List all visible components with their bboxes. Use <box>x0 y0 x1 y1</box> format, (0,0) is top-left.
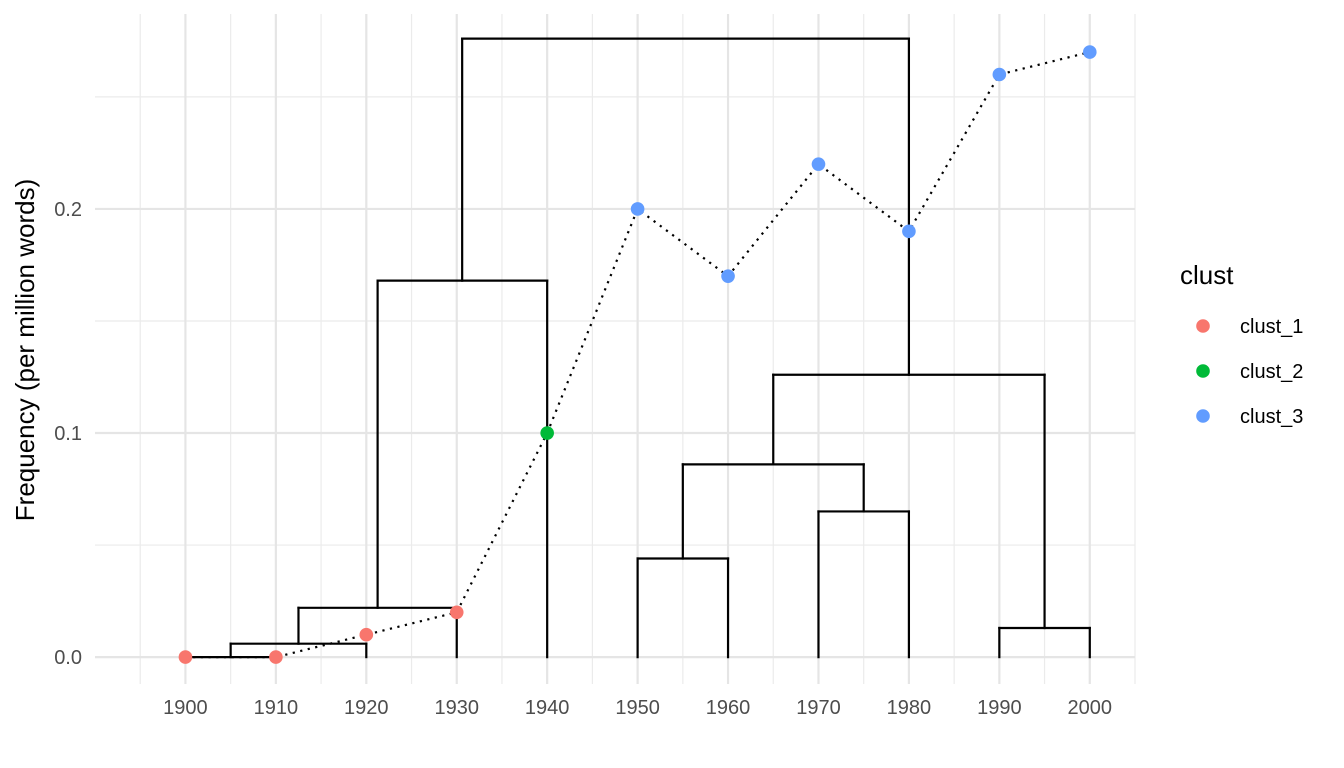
x-tick-label: 1990 <box>977 697 1022 719</box>
data-point-clust_3 <box>630 202 645 216</box>
y-tick-label: 0.0 <box>54 647 82 669</box>
legend-key-clust_3 <box>1196 409 1210 423</box>
x-tick-label: 1900 <box>163 697 208 719</box>
data-point-clust_3 <box>992 67 1007 82</box>
x-tick-label: 1980 <box>887 697 932 719</box>
data-points <box>178 45 1097 664</box>
grid-minor <box>95 14 1136 684</box>
data-point-clust_3 <box>721 269 735 283</box>
data-point-clust_1 <box>359 627 374 642</box>
legend-key-clust_1 <box>1196 319 1210 333</box>
y-axis-title: Frequency (per million words) <box>10 179 40 521</box>
data-point-clust_3 <box>1082 45 1097 59</box>
legend-label: clust_2 <box>1240 361 1303 383</box>
legend-label: clust_1 <box>1240 316 1303 338</box>
data-point-clust_1 <box>178 650 193 664</box>
x-tick-label: 1960 <box>706 697 751 719</box>
dendrogram <box>184 37 1091 659</box>
x-tick-label: 1910 <box>254 697 299 719</box>
data-point-clust_3 <box>811 157 826 171</box>
connector-line <box>185 51 1091 659</box>
x-tick-label: 1970 <box>796 697 841 719</box>
x-axis-tick-labels: 1900 1910 1920 1930 1940 1950 1960 1970 1980 1990… <box>163 697 1112 719</box>
y-tick-label: 0.2 <box>54 199 82 221</box>
data-point-clust_2 <box>540 426 554 440</box>
y-tick-label: 0.1 <box>54 423 82 445</box>
data-point-clust_3 <box>902 224 916 239</box>
connector-polyline <box>185 51 1091 659</box>
data-point-clust_1 <box>269 650 283 664</box>
x-tick-label: 1930 <box>434 697 479 719</box>
x-tick-label: 1940 <box>525 697 570 719</box>
legend-title: clust <box>1180 260 1234 290</box>
x-tick-label: 1950 <box>615 697 660 719</box>
legend-key-clust_2 <box>1196 364 1210 378</box>
y-axis-tick-labels: 0.0 0.1 0.2 <box>54 199 82 669</box>
x-tick-label: 2000 <box>1068 697 1113 719</box>
legend-label: clust_3 <box>1240 406 1303 428</box>
legend-items: clust_1 clust_2 clust_3 <box>1196 316 1303 428</box>
x-tick-label: 1920 <box>344 697 389 719</box>
data-point-clust_1 <box>449 605 464 620</box>
legend: clust clust_1 clust_2 clust_3 <box>1180 260 1303 428</box>
